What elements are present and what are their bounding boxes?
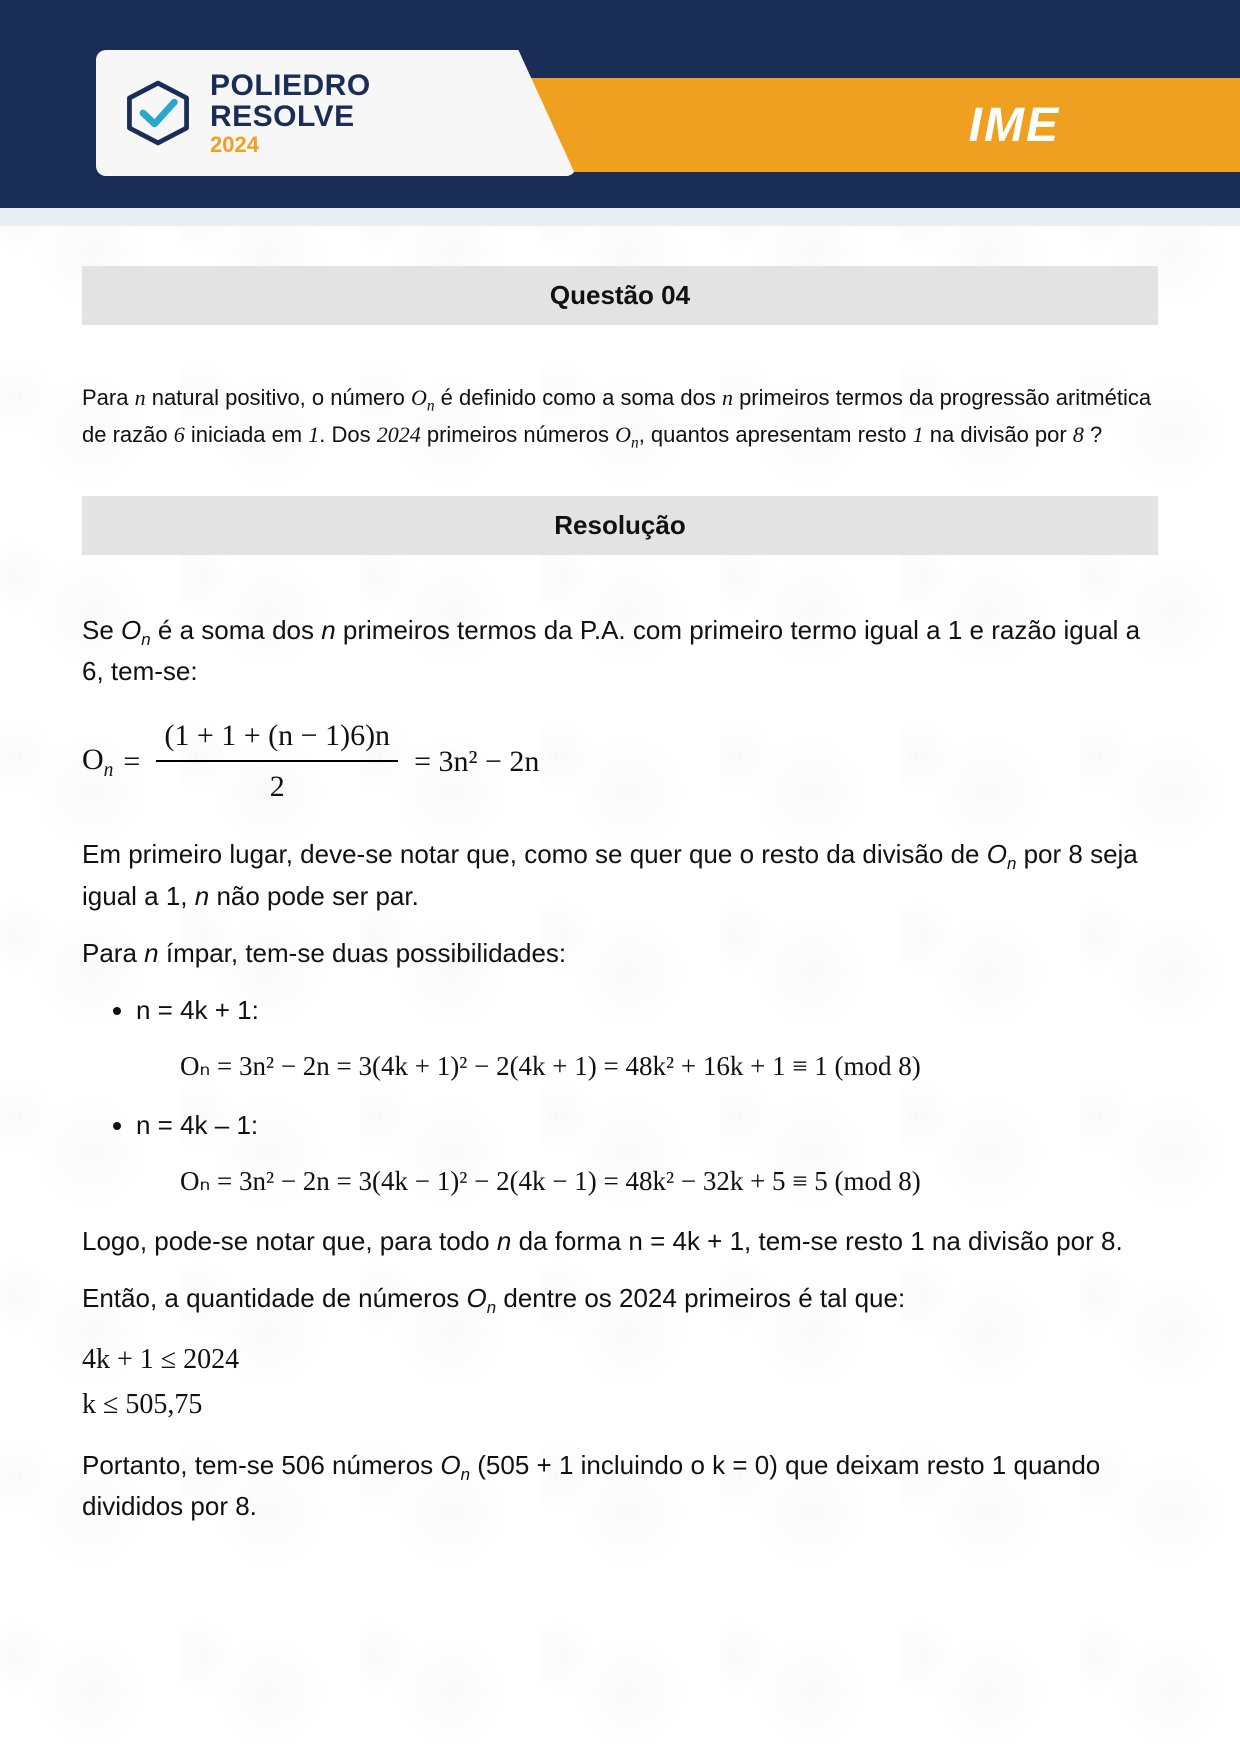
q-text-2: natural positivo, o número xyxy=(146,385,411,410)
constraints: 4k + 1 ≤ 2024 k ≤ 505,75 xyxy=(82,1338,1158,1428)
case-2-equation: Oₙ = 3n² − 2n = 3(4k − 1)² − 2(4k − 1) =… xyxy=(180,1161,1158,1202)
sol-p4: Logo, pode-se notar que, para todo n da … xyxy=(82,1222,1158,1261)
question-text: Para n natural positivo, o número On é d… xyxy=(82,381,1158,456)
case-list: n = 4k + 1: Oₙ = 3n² − 2n = 3(4k + 1)² −… xyxy=(82,991,1158,1202)
q-text-7: primeiros números xyxy=(421,422,615,447)
q-On-1: On xyxy=(411,385,435,410)
q-var-n: n xyxy=(135,385,146,410)
q-num8: 8 xyxy=(1073,422,1084,447)
sol-p1: Se On é a soma dos n primeiros termos da… xyxy=(82,611,1158,692)
constraint-1: 4k + 1 ≤ 2024 xyxy=(82,1338,1158,1383)
constraint-2: k ≤ 505,75 xyxy=(82,1383,1158,1428)
brand-panel: POLIEDRO RESOLVE 2024 xyxy=(96,50,576,176)
sol-p5: Então, a quantidade de números On dentre… xyxy=(82,1279,1158,1321)
q-text-3: é definido como a soma dos xyxy=(435,385,722,410)
brand-year: 2024 xyxy=(210,133,371,156)
exam-label: IME xyxy=(969,98,1060,153)
case-1-equation: Oₙ = 3n² − 2n = 3(4k + 1)² − 2(4k + 1) =… xyxy=(180,1046,1158,1087)
brand-line2: RESOLVE xyxy=(210,101,371,133)
sol-p3: Para n ímpar, tem-se duas possibilidades… xyxy=(82,934,1158,973)
q-text-5: iniciada em xyxy=(185,422,309,447)
header-orange-band: IME xyxy=(460,78,1240,172)
solution-body: Se On é a soma dos n primeiros termos da… xyxy=(82,611,1158,1527)
q-On-2: On xyxy=(615,422,639,447)
q-text-6: . Dos xyxy=(319,422,376,447)
solution-title: Resolução xyxy=(82,496,1158,555)
sol-p6: Portanto, tem-se 506 números On (505 + 1… xyxy=(82,1446,1158,1527)
sol-formula-main: On = (1 + 1 + (n − 1)6)n 2 = 3n² − 2n xyxy=(82,711,1158,811)
sol-p2: Em primeiro lugar, deve-se notar que, co… xyxy=(82,835,1158,916)
case-1: n = 4k + 1: Oₙ = 3n² − 2n = 3(4k + 1)² −… xyxy=(136,991,1158,1087)
case-2: n = 4k – 1: Oₙ = 3n² − 2n = 3(4k − 1)² −… xyxy=(136,1106,1158,1202)
q-text-9: na divisão por xyxy=(924,422,1073,447)
q-num1: 1 xyxy=(308,422,319,447)
q-text-1: Para xyxy=(82,385,135,410)
q-num2024: 2024 xyxy=(377,422,421,447)
header-light-strip xyxy=(0,208,1240,226)
question-title: Questão 04 xyxy=(82,266,1158,325)
q-num1b: 1 xyxy=(913,422,924,447)
page-content: Questão 04 Para n natural positivo, o nú… xyxy=(0,226,1240,1526)
q-qmark: ? xyxy=(1084,422,1102,447)
brand-text: POLIEDRO RESOLVE 2024 xyxy=(210,70,371,156)
q-num6: 6 xyxy=(174,422,185,447)
page-header: IME POLIEDRO RESOLVE 2024 xyxy=(0,0,1240,226)
poliedro-logo-icon xyxy=(124,79,192,147)
fraction-icon: (1 + 1 + (n − 1)6)n 2 xyxy=(156,711,398,811)
q-text-8: , quantos apresentam resto xyxy=(639,422,913,447)
brand-line1: POLIEDRO xyxy=(210,70,371,102)
q-var-n-2: n xyxy=(722,385,733,410)
